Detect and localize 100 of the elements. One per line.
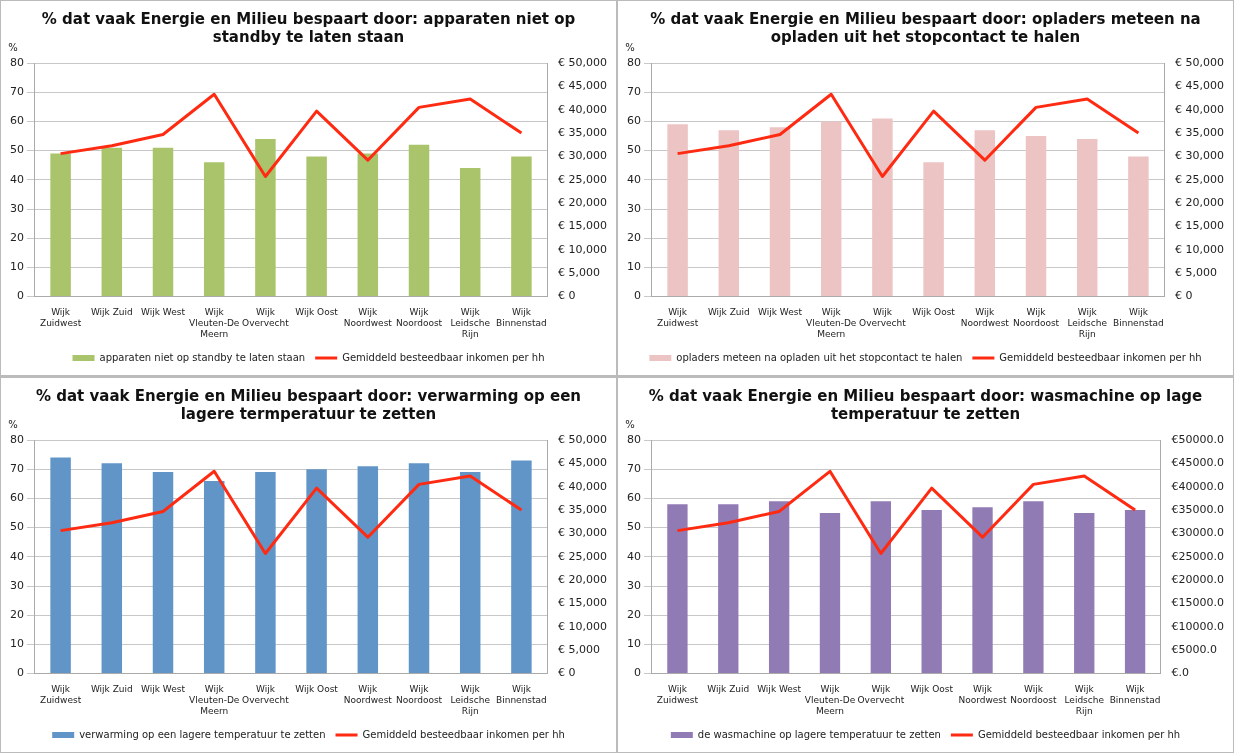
y2-tick-label: € 40,000 [558,479,607,493]
x-tick-label: Wijk Zuid [90,683,133,694]
y2-tick-label: € 5,000 [1175,266,1218,280]
legend-label: Gemiddeld besteedbaar inkomen per hh [999,351,1202,363]
x-tick-label: Wijk Leidsche Rijn [1064,683,1105,716]
y-tick-label: 70 [10,85,24,99]
y-tick-label: 20 [627,231,641,245]
y-tick-label: 70 [627,85,641,99]
x-tick-label: Wijk Zuidwest [40,683,82,705]
y-tick-label: 70 [627,461,641,475]
y2-tick-label: € 35,000 [558,125,607,139]
chart-title: % dat vaak Energie en Milieu bespaart door: verwarming op een lagere termperatuur te zetten [36,386,581,423]
y-tick-label: 10 [627,636,641,650]
x-tick-label: Wijk Noordwest [960,307,1010,329]
y2-tick-label: € 10,000 [558,619,607,633]
bar [974,130,996,297]
legend-label: apparaten niet op standby te laten staan [99,351,306,363]
y2-tick-label: €20000.0 [1171,572,1225,586]
legend-label: Gemiddeld besteedbaar inkomen per hh [362,728,565,740]
x-tick-label: Wijk West [758,307,803,318]
y-tick-label: 50 [627,143,641,157]
y-tick-label: 0 [17,665,24,679]
y-tick-label: 50 [10,143,24,157]
y2-tick-label: € 40,000 [558,102,607,116]
bar [769,127,791,297]
legend-label: opladers meteen na opladen uit het stopcontact te halen [676,351,963,363]
bar [820,121,842,297]
y-tick-label: 0 [634,289,641,303]
x-tick-label: Wijk Noordoost [1010,683,1057,705]
x-tick-label: Wijk Zuid [707,307,750,318]
x-tick-label: Wijk Overvecht [242,683,290,705]
y2-tick-label: € 20,000 [1175,196,1224,210]
x-tick-label: Wijk Vleuten-De Meern [189,307,240,339]
y2-tick-label: € 50,000 [1175,55,1224,69]
y-tick-label: 80 [10,55,24,69]
y2-tick-label: € 35,000 [1175,125,1224,139]
x-tick-label: Wijk West [757,683,802,694]
x-tick-label: Wijk Noordwest [958,683,1008,705]
x-tick-label: Wijk Overvecht [242,307,290,329]
y2-tick-label: €40000.0 [1171,479,1225,493]
y-tick-label: 60 [627,490,641,504]
y2-tick-label: € 0 [1175,289,1193,303]
x-tick-label: Wijk Oost [295,307,339,318]
y-tick-label: 50 [627,519,641,533]
y2-tick-label: €15000.0 [1171,595,1225,609]
y2-tick-label: € 15,000 [558,219,607,233]
x-tick-label: Wijk Vleuten-De Meern [189,683,240,716]
y-tick-label: 0 [17,289,24,303]
y-tick-label: 60 [627,114,641,128]
legend-label: de wasmachine op lagere temperatuur te zetten [697,728,941,740]
x-tick-label: Wijk Noordoost [395,683,443,705]
y-tick-label: 80 [10,432,24,446]
y2-tick-label: € 10,000 [558,242,607,256]
chart-title: % dat vaak Energie en Milieu bespaart door: wasmachine op lage temperatuur te zetten [648,386,1203,423]
x-tick-label: Wijk Noordoost [1012,307,1060,329]
y-axis-title: % [625,418,635,430]
bar [306,468,327,673]
y2-tick-label: € 25,000 [1175,172,1224,186]
y-tick-label: 10 [10,260,24,274]
bar [718,130,740,297]
x-tick-label: Wijk Overvecht [859,307,907,329]
x-tick-label: Wijk Leidsche Rijn [450,683,491,716]
y2-tick-label: € 50,000 [558,432,607,446]
bar [1076,138,1098,297]
y2-tick-label: €.0 [1171,665,1190,679]
y2-tick-label: € 15,000 [558,595,607,609]
legend-label: Gemiddeld besteedbaar inkomen per hh [977,728,1181,740]
bar [667,124,688,297]
y2-tick-label: € 10,000 [1175,242,1224,256]
x-tick-label: Wijk West [141,307,186,318]
x-tick-label: Wijk Binnenstad [1109,683,1161,705]
y-axis-title: % [8,41,18,53]
y-tick-label: 60 [10,490,24,504]
x-tick-label: Wijk Noordwest [343,683,393,705]
x-tick-label: Wijk Noordwest [343,307,393,329]
chart-title: % dat vaak Energie en Milieu bespaart door: opladers meteen na opladen uit het stopcontact te halen [650,9,1201,46]
bar [511,459,532,673]
x-tick-label: Wijk Leidsche Rijn [450,307,491,339]
y-tick-label: 0 [634,665,641,679]
y2-tick-label: € 25,000 [558,172,607,186]
x-tick-label: Wijk Zuidwest [40,307,82,329]
y2-tick-label: € 40,000 [1175,102,1224,116]
x-tick-label: Wijk Zuid [90,307,133,318]
y2-tick-label: € 20,000 [558,572,607,586]
y-tick-label: 20 [627,607,641,621]
y2-tick-label: €30000.0 [1171,525,1225,539]
y-tick-label: 40 [627,172,641,186]
y-tick-label: 40 [627,549,641,563]
bar [152,471,174,673]
x-tick-label: Wijk Oost [912,307,956,318]
x-tick-label: Wijk Zuidwest [656,683,699,705]
y2-tick-label: € 35,000 [558,502,607,516]
x-tick-label: Wijk Zuidwest [657,307,699,329]
y2-tick-label: € 30,000 [558,149,607,163]
y2-tick-label: € 0 [558,665,576,679]
y2-tick-label: € 15,000 [1175,219,1224,233]
y2-tick-label: € 0 [558,289,576,303]
y-tick-label: 60 [10,114,24,128]
y-tick-label: 70 [10,461,24,475]
y2-tick-label: €50000.0 [1171,432,1225,446]
